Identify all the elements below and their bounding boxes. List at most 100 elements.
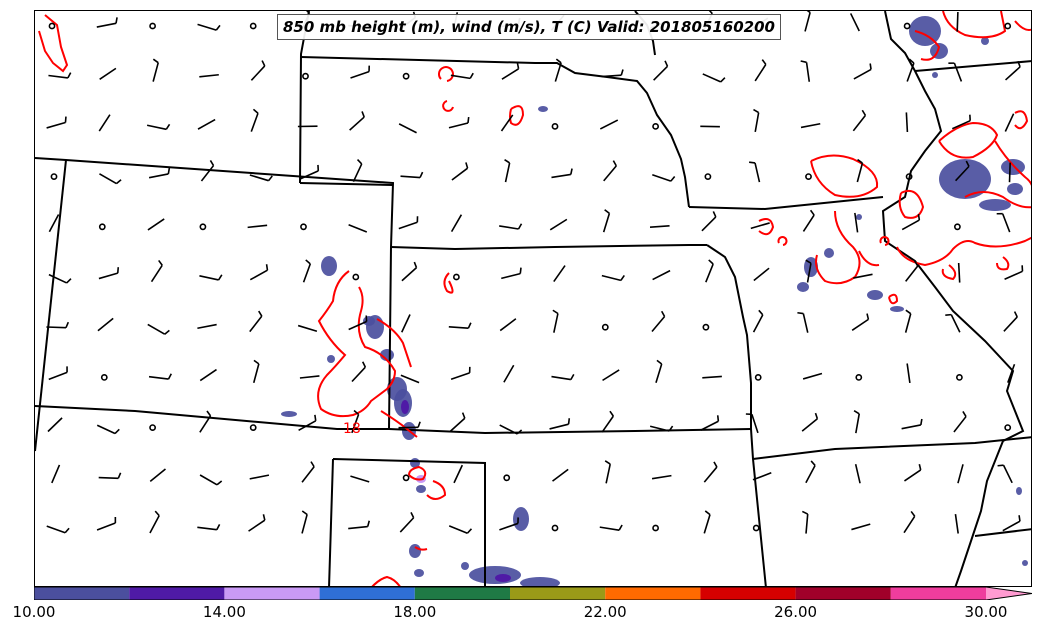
wind-barb [652, 269, 671, 281]
temperature-contour-11 [414, 546, 428, 551]
wind-barb [249, 264, 269, 281]
wind-barb [956, 11, 959, 32]
shaded-region-18 [327, 355, 335, 363]
colorbar-segment-6 [510, 587, 606, 600]
shaded-region-33 [1016, 487, 1022, 495]
state-border-2 [35, 159, 67, 452]
wind-barb [1004, 265, 1024, 281]
wind-barb [754, 59, 767, 82]
wind-barb [199, 368, 217, 382]
state-border-8 [688, 196, 884, 211]
colorbar-segment-10 [890, 587, 986, 600]
map-title: 850 mb height (m), wind (m/s), T (C) Val… [277, 14, 781, 40]
wind-barb [854, 463, 861, 484]
wind-barb [247, 224, 268, 229]
wind-barb [351, 361, 367, 383]
wind-barb [655, 359, 663, 383]
wind-barb [953, 411, 967, 433]
contour-label: 18 [343, 421, 361, 437]
wind-barb [48, 273, 72, 284]
wind-barb [805, 460, 816, 484]
temperature-contours [38, 11, 1031, 586]
wind-barb [46, 525, 70, 534]
wind-barb [853, 63, 872, 80]
wind-barb [48, 214, 60, 233]
calm-wind-circle [149, 22, 156, 30]
colorbar [34, 587, 1032, 600]
shaded-regions [281, 16, 1028, 586]
wind-barb [901, 418, 923, 430]
wind-barb [599, 119, 619, 130]
calm-wind-circle [402, 72, 410, 80]
state-border-5 [300, 56, 690, 208]
wind-barb [957, 464, 964, 484]
temperature-contour-6 [317, 270, 397, 418]
map-panel: 18 [34, 10, 1032, 587]
wind-barb [148, 167, 171, 179]
temperature-contour-21 [938, 121, 999, 159]
wind-barb [401, 261, 418, 282]
wind-barb [197, 118, 216, 130]
calm-wind-circle [402, 474, 410, 482]
wind-barb [501, 267, 522, 280]
temperature-contour-14 [815, 210, 861, 285]
wind-barb [800, 122, 821, 129]
calm-wind-circle [249, 22, 257, 30]
wind-barb [349, 111, 365, 131]
wind-barb [954, 514, 959, 534]
state-border-11 [332, 458, 486, 586]
wind-barb [197, 323, 217, 330]
shaded-region-29 [890, 306, 904, 312]
wind-barb [945, 313, 961, 333]
calm-wind-circle [601, 323, 609, 331]
map-canvas: 18 [35, 11, 1031, 586]
wind-barb [348, 520, 371, 530]
calm-wind-circle [551, 524, 559, 532]
temperature-contour-18 [858, 250, 880, 267]
shaded-region-11 [414, 569, 424, 577]
calm-wind-circle [903, 22, 911, 30]
wind-barb [702, 375, 722, 379]
calm-wind-circle [503, 474, 511, 482]
wind-barb [801, 510, 809, 534]
state-border-14 [752, 436, 1031, 460]
wind-barb [804, 11, 811, 32]
wind-barb [148, 373, 172, 380]
wind-barb [601, 274, 625, 282]
shaded-region-25 [824, 248, 834, 258]
wind-barb [752, 472, 772, 481]
temperature-contour-26 [941, 264, 957, 281]
wind-barb [352, 159, 363, 183]
wind-barb [705, 259, 714, 283]
temperature-contour-7 [376, 318, 412, 368]
wind-barb [750, 222, 770, 230]
calm-wind-circle [249, 424, 257, 431]
wind-barb [997, 464, 1013, 484]
wind-barb [649, 225, 670, 228]
colorbar-segment-1 [34, 587, 130, 600]
calm-wind-circle [300, 223, 307, 231]
wind-barb [96, 516, 117, 531]
wind-barb [904, 463, 922, 482]
wind-barb [499, 318, 517, 332]
shaded-region-3 [366, 315, 384, 339]
wind-barb [553, 265, 566, 283]
temperature-contour-17 [879, 236, 890, 246]
wind-barb [400, 374, 420, 384]
wind-barb [549, 418, 571, 430]
wind-barb [996, 212, 1011, 233]
wind-barb [852, 109, 867, 132]
wind-barb [954, 160, 970, 182]
shaded-region-1 [321, 256, 337, 276]
wind-barb [98, 472, 122, 480]
wind-barb [651, 310, 666, 333]
wind-barb [99, 173, 122, 185]
wind-barb [453, 464, 464, 484]
temperature-contour-3 [442, 100, 454, 112]
shaded-region-27 [797, 282, 809, 292]
wind-barb [797, 311, 809, 333]
calm-wind-circle [1004, 22, 1012, 30]
wind-barb [700, 415, 720, 431]
wind-barb [1003, 311, 1018, 332]
state-borders [35, 11, 1031, 586]
